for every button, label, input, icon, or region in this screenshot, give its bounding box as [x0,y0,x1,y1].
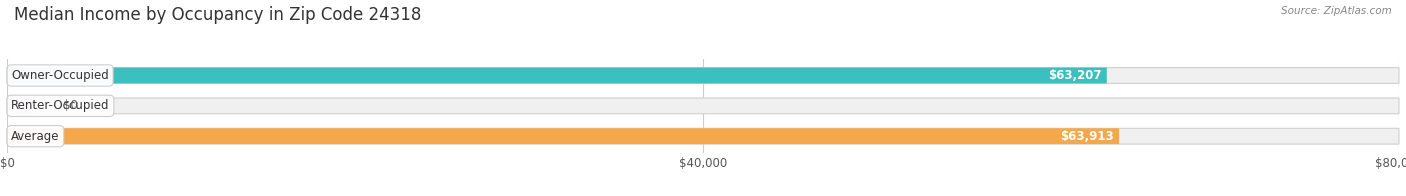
FancyBboxPatch shape [7,68,1107,83]
FancyBboxPatch shape [7,128,1119,144]
FancyBboxPatch shape [7,68,1399,83]
FancyBboxPatch shape [7,98,1399,114]
Text: Owner-Occupied: Owner-Occupied [11,69,108,82]
Text: Renter-Occupied: Renter-Occupied [11,99,110,112]
Text: $63,913: $63,913 [1060,130,1114,143]
Text: $0: $0 [63,99,77,112]
Text: Average: Average [11,130,59,143]
FancyBboxPatch shape [7,128,1399,144]
FancyBboxPatch shape [7,98,38,114]
Text: $63,207: $63,207 [1047,69,1101,82]
Text: Median Income by Occupancy in Zip Code 24318: Median Income by Occupancy in Zip Code 2… [14,6,422,24]
Text: Source: ZipAtlas.com: Source: ZipAtlas.com [1281,6,1392,16]
